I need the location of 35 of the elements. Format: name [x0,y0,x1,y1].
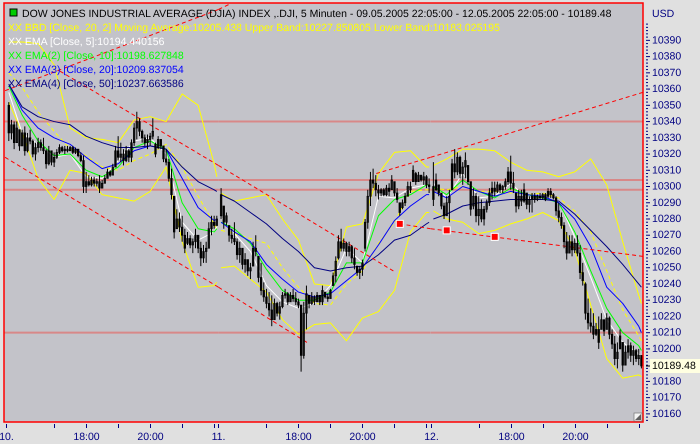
y-tick-label: 10340 [652,116,682,128]
y-tick-label: 10260 [652,245,682,258]
y-tick-label: 10350 [652,99,682,112]
x-tick-label: 10. [0,431,14,443]
x-tick-label: 20:00 [562,431,589,443]
y-tick-label: 10180 [652,375,682,388]
x-tick-label: 20:00 [137,431,164,443]
y-tick-label: 10220 [652,310,682,322]
text: 10189.48 [652,360,696,372]
y-tick-label: 10200 [652,342,682,355]
y-tick-label: 10320 [652,148,682,160]
y-axis-title: USD [652,8,675,20]
x-tick-label: 18:00 [73,431,100,443]
y-tick-label: 10360 [652,83,682,96]
y-tick-label: 10390 [652,34,682,46]
y-tick-label: 10160 [652,408,682,420]
y-tick-label: 10300 [652,180,682,193]
y-tick-label: 10330 [652,132,682,144]
y-tick-label: 10210 [652,326,682,339]
x-tick-label: 18:00 [285,431,312,443]
y-tick-label: 10250 [652,262,682,274]
y-tick-label: 10270 [652,229,682,242]
x-tick-label: 18:00 [498,431,525,443]
y-tick-label: 10310 [652,164,682,176]
y-tick-label: 10280 [652,212,682,225]
text: DOW JONES INDUSTRIAL AVERAGE (DJIA) INDEX ,.DJI, 5 Minuten - 09.05.2005 22:05:00 - 12.05.2005 22:05:00 - 10189.48 [22,8,612,20]
x-tick-label: 11. [212,431,226,443]
y-tick-label: 10380 [652,50,682,63]
y-tick-label: 10230 [652,294,682,306]
y-tick-label: 10240 [652,278,682,290]
y-tick-label: 10290 [652,196,682,209]
y-tick-label: 10170 [652,392,682,404]
x-tick-label: 20:00 [349,431,376,443]
x-tick-label: 12. [424,431,439,443]
y-tick-label: 10370 [652,66,682,79]
